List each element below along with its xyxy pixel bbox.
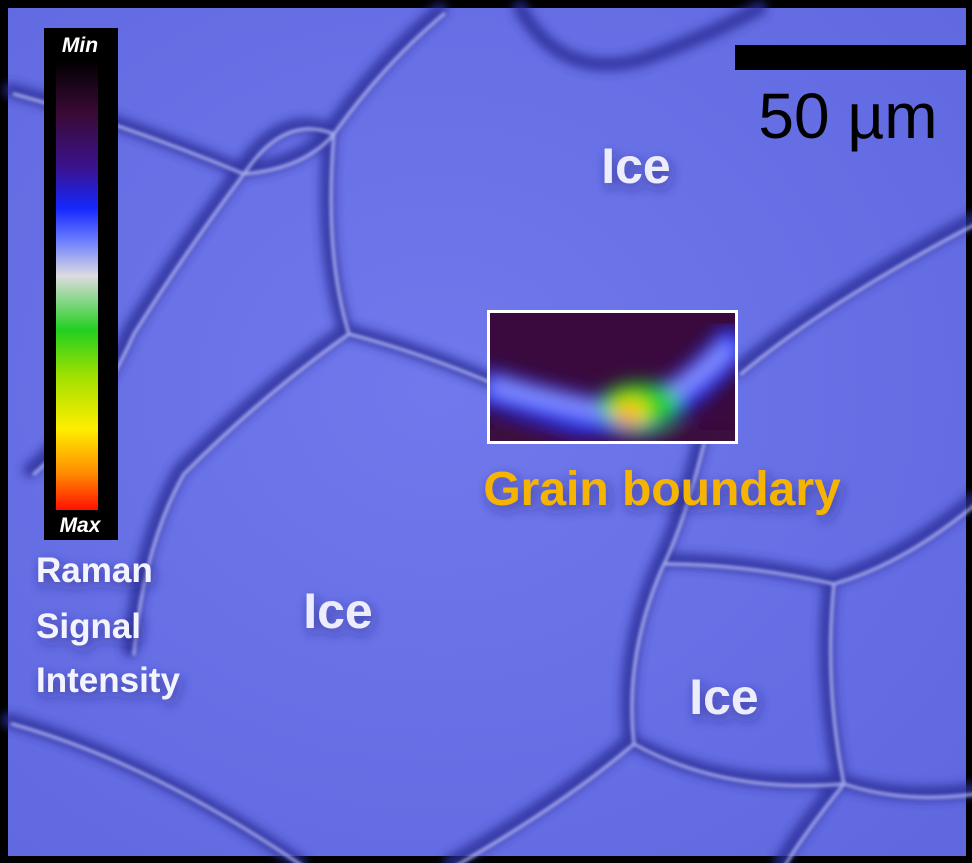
region-label: Ice [601,138,671,194]
colorbar-gradient [56,60,98,510]
region-label: Ice [689,669,759,725]
colorbar: Min Max [44,28,118,540]
colorbar-caption: Intensity [36,661,180,700]
colorbar-min: Min [62,34,98,57]
scale-bar-line [735,45,968,70]
raman-inset [480,312,740,451]
colorbar-caption: Raman [36,551,153,590]
scale-bar-label: 50 µm [758,80,937,152]
colorbar-max: Max [60,514,102,537]
region-label: Ice [303,583,373,639]
figure: Min Max Raman Signal Intensity 50 µm Ice… [0,0,972,863]
colorbar-caption: Signal [36,607,141,646]
scale-bar: 50 µm [735,45,968,152]
inset-label: Grain boundary [483,463,841,516]
